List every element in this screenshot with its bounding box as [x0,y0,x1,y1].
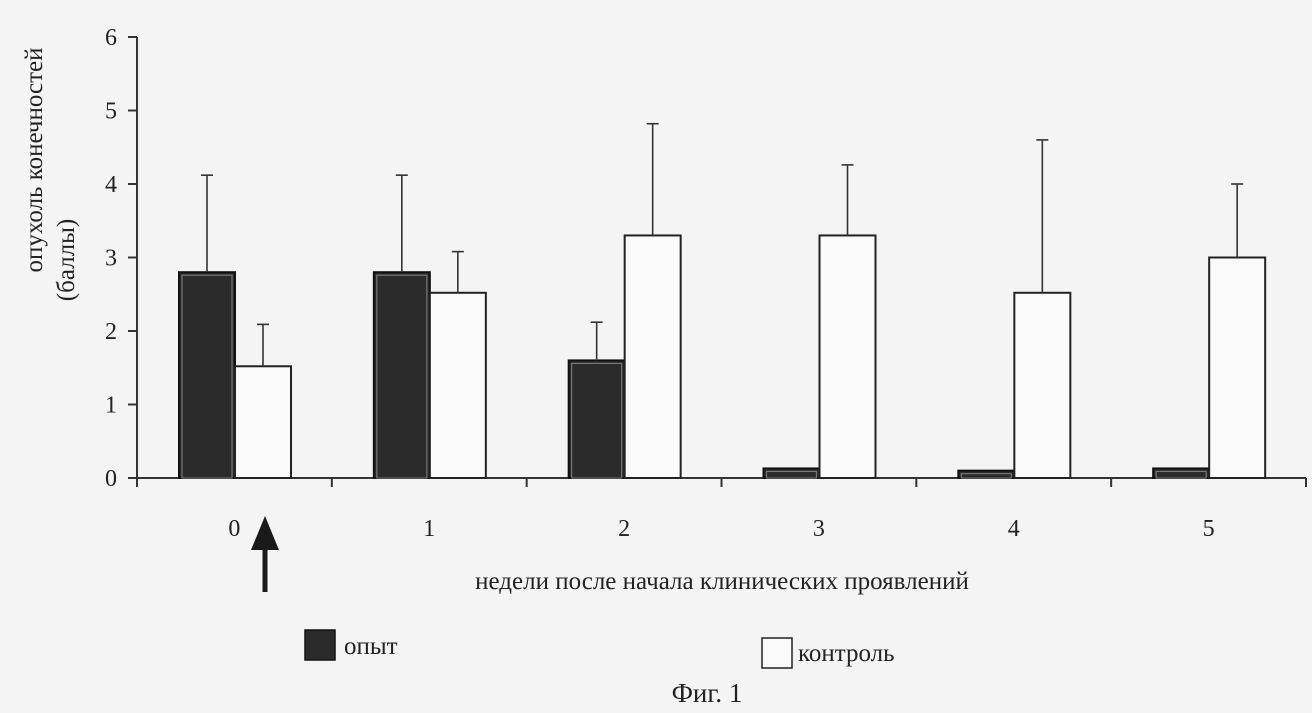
bar-series-2 [625,235,681,478]
bar-series-1 [764,468,820,478]
x-tick-label: 2 [618,516,630,542]
figure-caption: Фиг. 1 [672,678,743,708]
y-tick-label: 6 [105,25,117,51]
legend-label-series-2: контроль [798,640,895,667]
x-tick-label: 1 [423,516,435,542]
y-tick-label: 5 [105,99,117,125]
bar-series-1 [179,272,235,478]
bar-series-2 [235,366,291,478]
y-tick-label: 3 [105,246,117,272]
x-tick-label: 3 [813,516,825,542]
y-axis-title-line-1: опухоль конечностей [21,47,48,272]
bar-series-2 [820,235,876,478]
x-axis-title: недели после начала клинических проявлен… [475,568,969,595]
y-tick-label: 0 [105,466,117,492]
x-tick-label: 5 [1203,516,1215,542]
bar-series-2 [1209,258,1265,479]
bar-series-1 [374,272,430,478]
bar-series-1 [569,360,625,478]
bar-series-1 [958,471,1014,478]
x-tick-label: 0 [228,516,240,542]
bar-series-2 [430,293,486,478]
y-tick-label: 4 [105,172,117,198]
legend-swatch-series-2 [762,638,792,668]
y-tick-label: 2 [105,319,117,345]
legend-swatch-series-1 [305,630,335,660]
y-tick-label: 1 [105,393,117,419]
legend-label-series-1: опыт [344,633,398,660]
bar-series-2 [1014,293,1070,478]
x-tick-label: 4 [1008,516,1020,542]
bar-series-1 [1153,468,1209,478]
y-axis-title-line-2: (баллы) [53,219,80,301]
